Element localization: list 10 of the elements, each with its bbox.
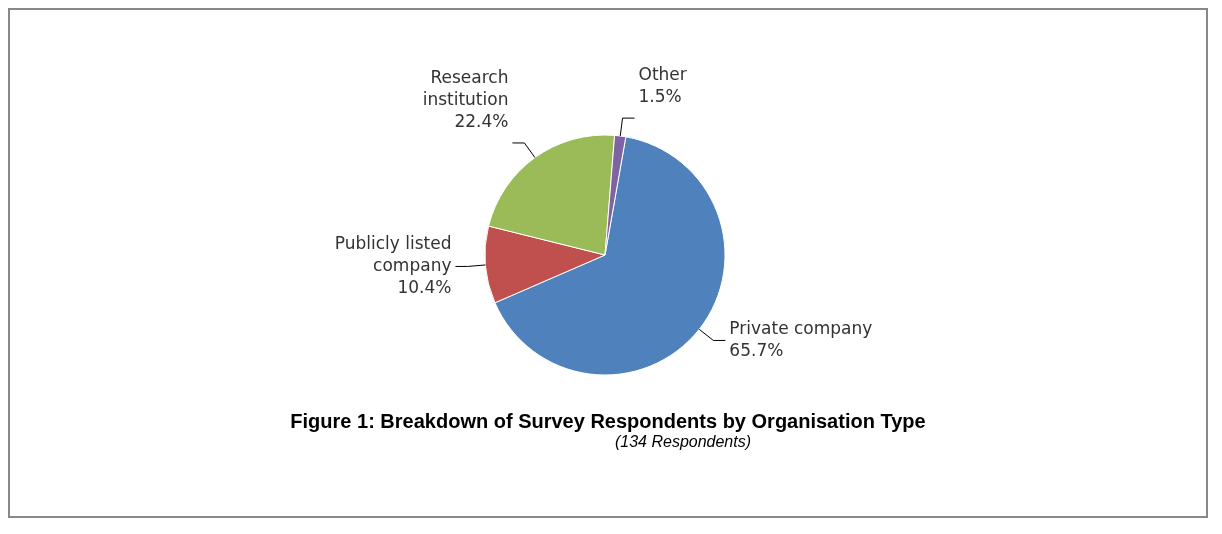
- slice-label: Other: [638, 64, 687, 85]
- data-label: 65.7%: [729, 340, 784, 361]
- slice-label: Private company: [729, 318, 873, 339]
- text: (134 Respondents): [613, 433, 753, 451]
- data-label: 10.4%: [397, 277, 452, 298]
- slice-label: Research institution: [422, 66, 509, 109]
- data-label: 22.4%: [454, 110, 509, 131]
- slice-label: Publicly listed company: [334, 233, 452, 276]
- data-label: 1.5%: [638, 86, 682, 107]
- text: Figure 1: Breakdown of Survey Respondents by Organisation Type: [289, 410, 927, 433]
